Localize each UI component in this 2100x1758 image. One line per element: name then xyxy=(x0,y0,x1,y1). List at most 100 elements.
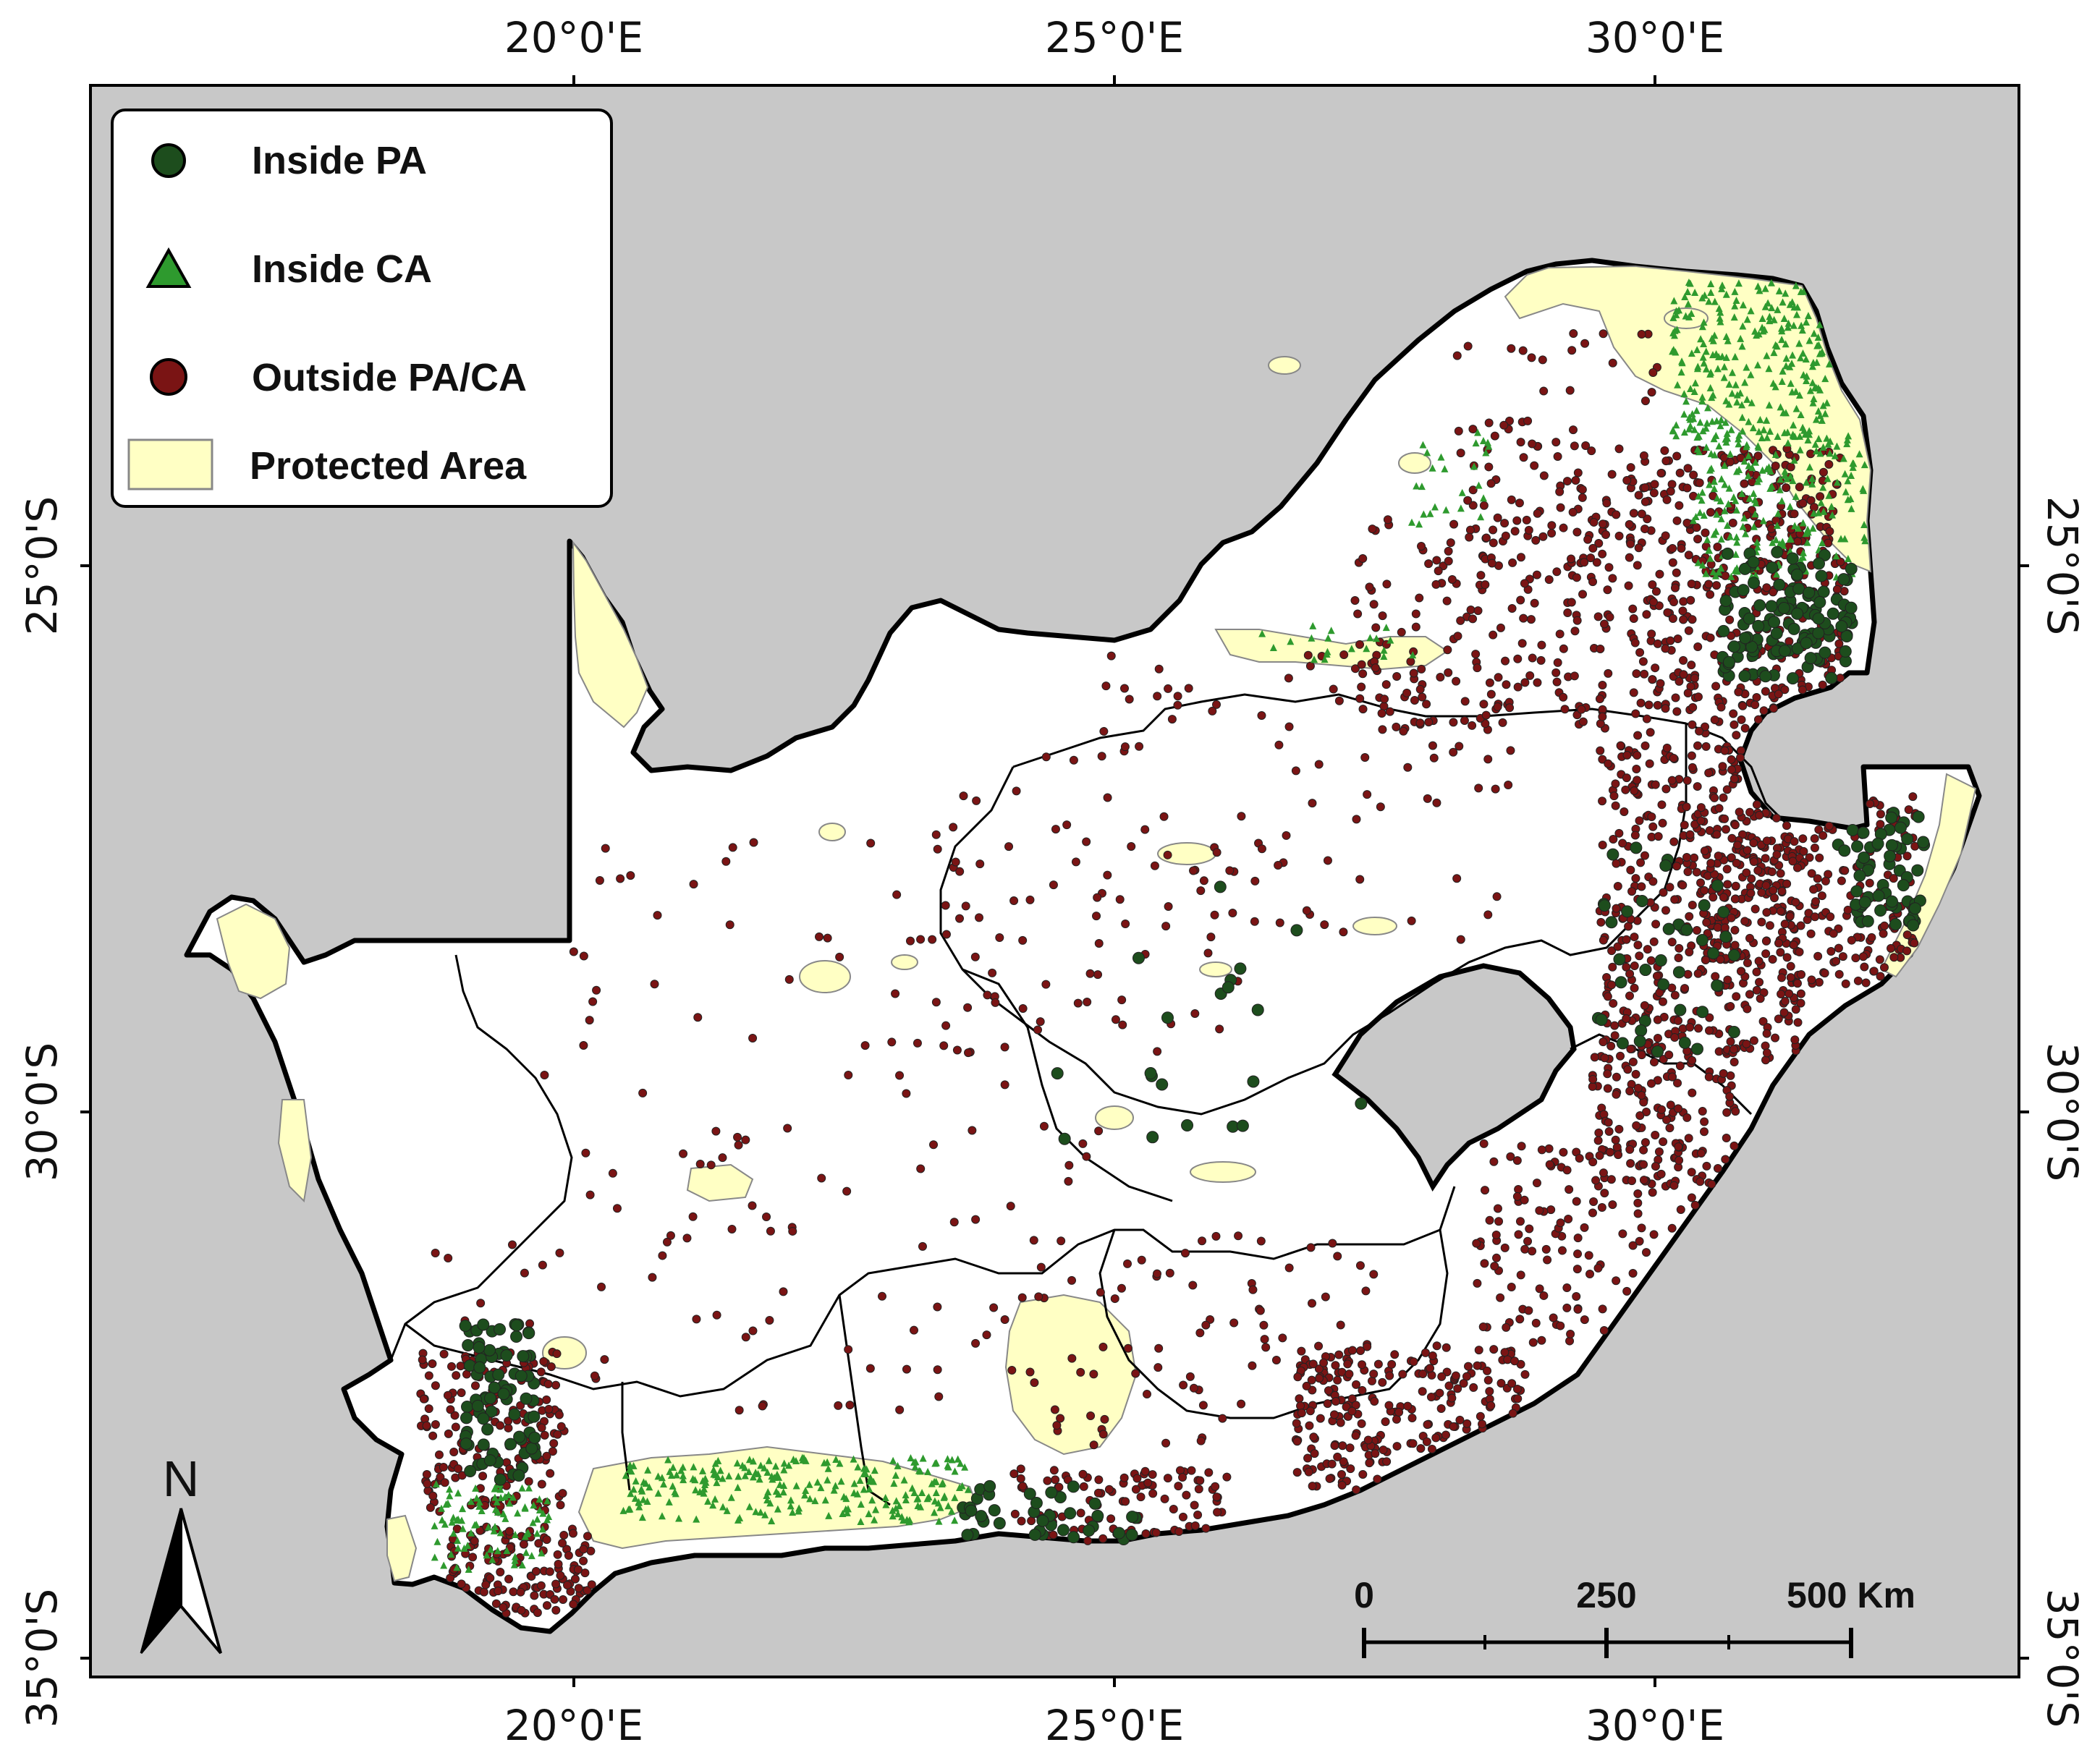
outside-pa-ca-point xyxy=(1706,508,1715,517)
outside-pa-ca-point xyxy=(424,1404,433,1414)
outside-pa-ca-point xyxy=(1720,923,1729,933)
inside-ca-point xyxy=(892,1472,899,1479)
outside-pa-ca-point xyxy=(556,1422,566,1431)
outside-pa-ca-point xyxy=(1642,610,1651,619)
inside-ca-point xyxy=(1818,416,1826,424)
outside-pa-ca-point xyxy=(1867,933,1876,942)
inside-ca-point xyxy=(1758,466,1766,474)
outside-pa-ca-point xyxy=(1494,1217,1504,1226)
inside-ca-point xyxy=(1805,336,1813,344)
outside-pa-ca-point xyxy=(1530,598,1539,608)
outside-pa-ca-point xyxy=(1355,875,1365,884)
outside-pa-ca-point xyxy=(1603,585,1612,595)
inside-ca-point xyxy=(693,1515,700,1523)
inside-ca-point xyxy=(1731,287,1739,295)
outside-pa-ca-point xyxy=(1762,1048,1771,1058)
outside-pa-ca-point xyxy=(1369,1270,1379,1279)
outside-pa-ca-point xyxy=(1452,676,1461,686)
outside-pa-ca-point xyxy=(479,1587,488,1597)
outside-pa-ca-point xyxy=(1638,657,1648,666)
outside-pa-ca-point xyxy=(1402,688,1412,697)
outside-pa-ca-point xyxy=(1630,983,1639,993)
outside-pa-ca-point xyxy=(1798,685,1807,695)
inside-pa-point xyxy=(1884,849,1897,862)
inside-ca-point xyxy=(473,1494,480,1502)
outside-pa-ca-point xyxy=(1352,1485,1361,1495)
inside-pa-point xyxy=(1857,826,1870,839)
outside-pa-ca-point xyxy=(1328,1239,1337,1248)
outside-pa-ca-point xyxy=(1686,595,1695,605)
outside-pa-ca-point xyxy=(1365,582,1374,592)
inside-pa-point xyxy=(1845,601,1858,614)
outside-pa-ca-point xyxy=(1484,418,1494,428)
outside-pa-ca-point xyxy=(1591,1176,1601,1185)
outside-pa-ca-point xyxy=(955,867,965,876)
outside-pa-ca-point xyxy=(1435,1388,1444,1398)
inside-ca-point xyxy=(1738,490,1746,498)
outside-pa-ca-point xyxy=(1293,1372,1303,1382)
outside-pa-ca-point xyxy=(1630,638,1640,647)
inside-ca-point xyxy=(709,1501,717,1509)
inside-ca-point xyxy=(866,1474,874,1482)
outside-pa-ca-point xyxy=(1622,962,1631,972)
outside-pa-ca-point xyxy=(1423,794,1432,803)
outside-pa-ca-point xyxy=(1779,1008,1789,1017)
outside-pa-ca-point xyxy=(1489,630,1498,640)
outside-pa-ca-point xyxy=(1640,1001,1649,1010)
outside-pa-ca-point xyxy=(1625,519,1634,529)
inside-ca-point xyxy=(1847,472,1855,480)
outside-pa-ca-point xyxy=(1624,581,1633,590)
inside-ca-point xyxy=(1804,312,1812,320)
inside-ca-point xyxy=(948,1507,956,1515)
inside-ca-point xyxy=(918,1489,926,1497)
outside-pa-ca-point xyxy=(1714,804,1724,813)
inside-ca-point xyxy=(630,1485,638,1493)
outside-pa-ca-point xyxy=(1161,1438,1171,1448)
outside-pa-ca-point xyxy=(1336,1320,1345,1330)
outside-pa-ca-point xyxy=(1726,1037,1735,1046)
pa-patch xyxy=(1352,917,1397,935)
outside-pa-ca-point xyxy=(1618,1229,1627,1239)
outside-pa-ca-point xyxy=(534,1539,543,1548)
outside-pa-ca-point xyxy=(1339,927,1348,937)
outside-pa-ca-point xyxy=(583,1532,592,1541)
inside-ca-point xyxy=(1717,564,1725,572)
outside-pa-ca-point xyxy=(1771,462,1780,471)
outside-pa-ca-point xyxy=(1426,1364,1435,1373)
west-coast-pa xyxy=(277,1099,313,1203)
inside-ca-point xyxy=(1793,303,1801,311)
legend-box xyxy=(111,109,613,508)
inside-ca-point xyxy=(1715,305,1723,313)
outside-pa-ca-point xyxy=(1613,882,1622,891)
outside-pa-ca-point xyxy=(1532,1179,1541,1188)
inside-pa-point xyxy=(477,1438,490,1451)
inside-ca-point xyxy=(506,1499,514,1507)
inside-ca-point xyxy=(1760,425,1768,433)
outside-pa-ca-point xyxy=(422,1470,431,1479)
outside-pa-ca-point xyxy=(1796,989,1805,998)
pa-patch xyxy=(799,960,851,993)
inside-ca-point xyxy=(1474,428,1482,436)
inside-ca-point xyxy=(1784,439,1792,447)
outside-pa-ca-point xyxy=(1679,615,1688,624)
inside-ca-point xyxy=(1700,359,1708,367)
outside-pa-ca-point xyxy=(1879,929,1888,938)
inside-ca-point xyxy=(853,1490,861,1498)
inside-ca-point xyxy=(1732,533,1740,541)
outside-pa-ca-point xyxy=(1562,1283,1572,1293)
inside-pa-point xyxy=(1727,948,1740,961)
outside-pa-ca-point xyxy=(1707,1179,1716,1189)
outside-pa-ca-point xyxy=(1729,709,1738,718)
inside-ca-point xyxy=(1827,502,1835,510)
outside-pa-ca-point xyxy=(1518,346,1528,355)
outside-pa-ca-point xyxy=(658,1251,667,1260)
outside-pa-ca-point xyxy=(1612,904,1621,913)
outside-pa-ca-point xyxy=(1510,1356,1519,1366)
outside-pa-ca-point xyxy=(1140,825,1150,834)
outside-pa-ca-point xyxy=(1259,1320,1269,1330)
outside-pa-ca-point xyxy=(1295,1394,1304,1404)
inside-ca-point xyxy=(754,1469,762,1477)
outside-pa-ca-point xyxy=(544,1404,554,1414)
outside-pa-ca-point xyxy=(1796,998,1805,1008)
outside-pa-ca-point xyxy=(1555,629,1565,639)
